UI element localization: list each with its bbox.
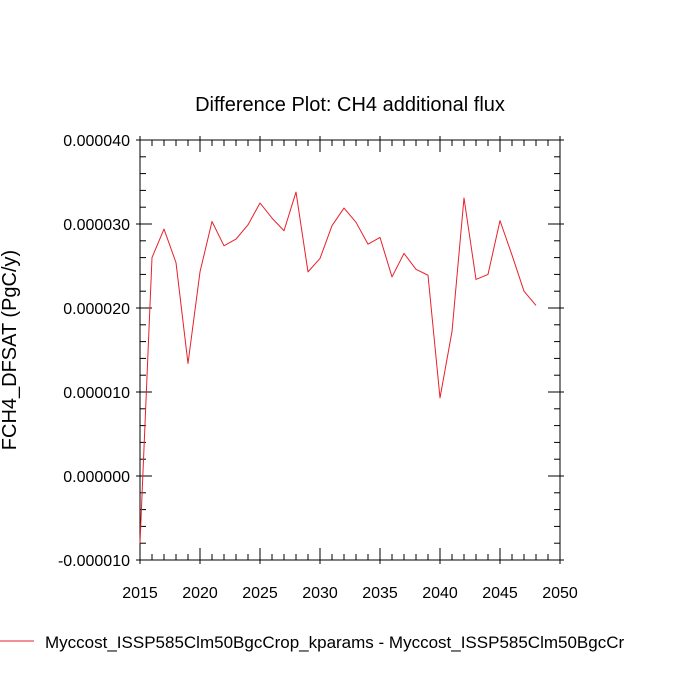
- x-tick-label: 2040: [422, 585, 458, 602]
- y-tick-label: 0.000030: [63, 217, 130, 234]
- chart-title: Difference Plot: CH4 additional flux: [195, 94, 505, 116]
- y-tick-label: -0.000010: [58, 553, 130, 570]
- x-tick-label: 2045: [482, 585, 518, 602]
- y-tick-label: 0.000010: [63, 385, 130, 402]
- x-tick-label: 2035: [362, 585, 398, 602]
- x-tick-label: 2050: [542, 585, 578, 602]
- plot-frame: [139, 139, 561, 561]
- x-tick-label: 2030: [302, 585, 338, 602]
- legend-label: Myccost_ISSP585Clm50BgcCrop_kparams - My…: [45, 633, 625, 652]
- x-tick-label: 2025: [242, 585, 278, 602]
- y-tick-label: 0.000000: [63, 469, 130, 486]
- y-tick-label: 0.000040: [63, 133, 130, 150]
- plot-area: 2015 2020 2025 2030 2035 2040 2045 2050 -0.00001…: [58, 133, 578, 602]
- series-line: [139, 191, 537, 544]
- x-tick-label: 2020: [182, 585, 218, 602]
- x-tick-label: 2015: [122, 585, 158, 602]
- y-tick-label: 0.000020: [63, 301, 130, 318]
- y-axis-label: FCH4_DFSAT (PgC/y): [0, 250, 21, 450]
